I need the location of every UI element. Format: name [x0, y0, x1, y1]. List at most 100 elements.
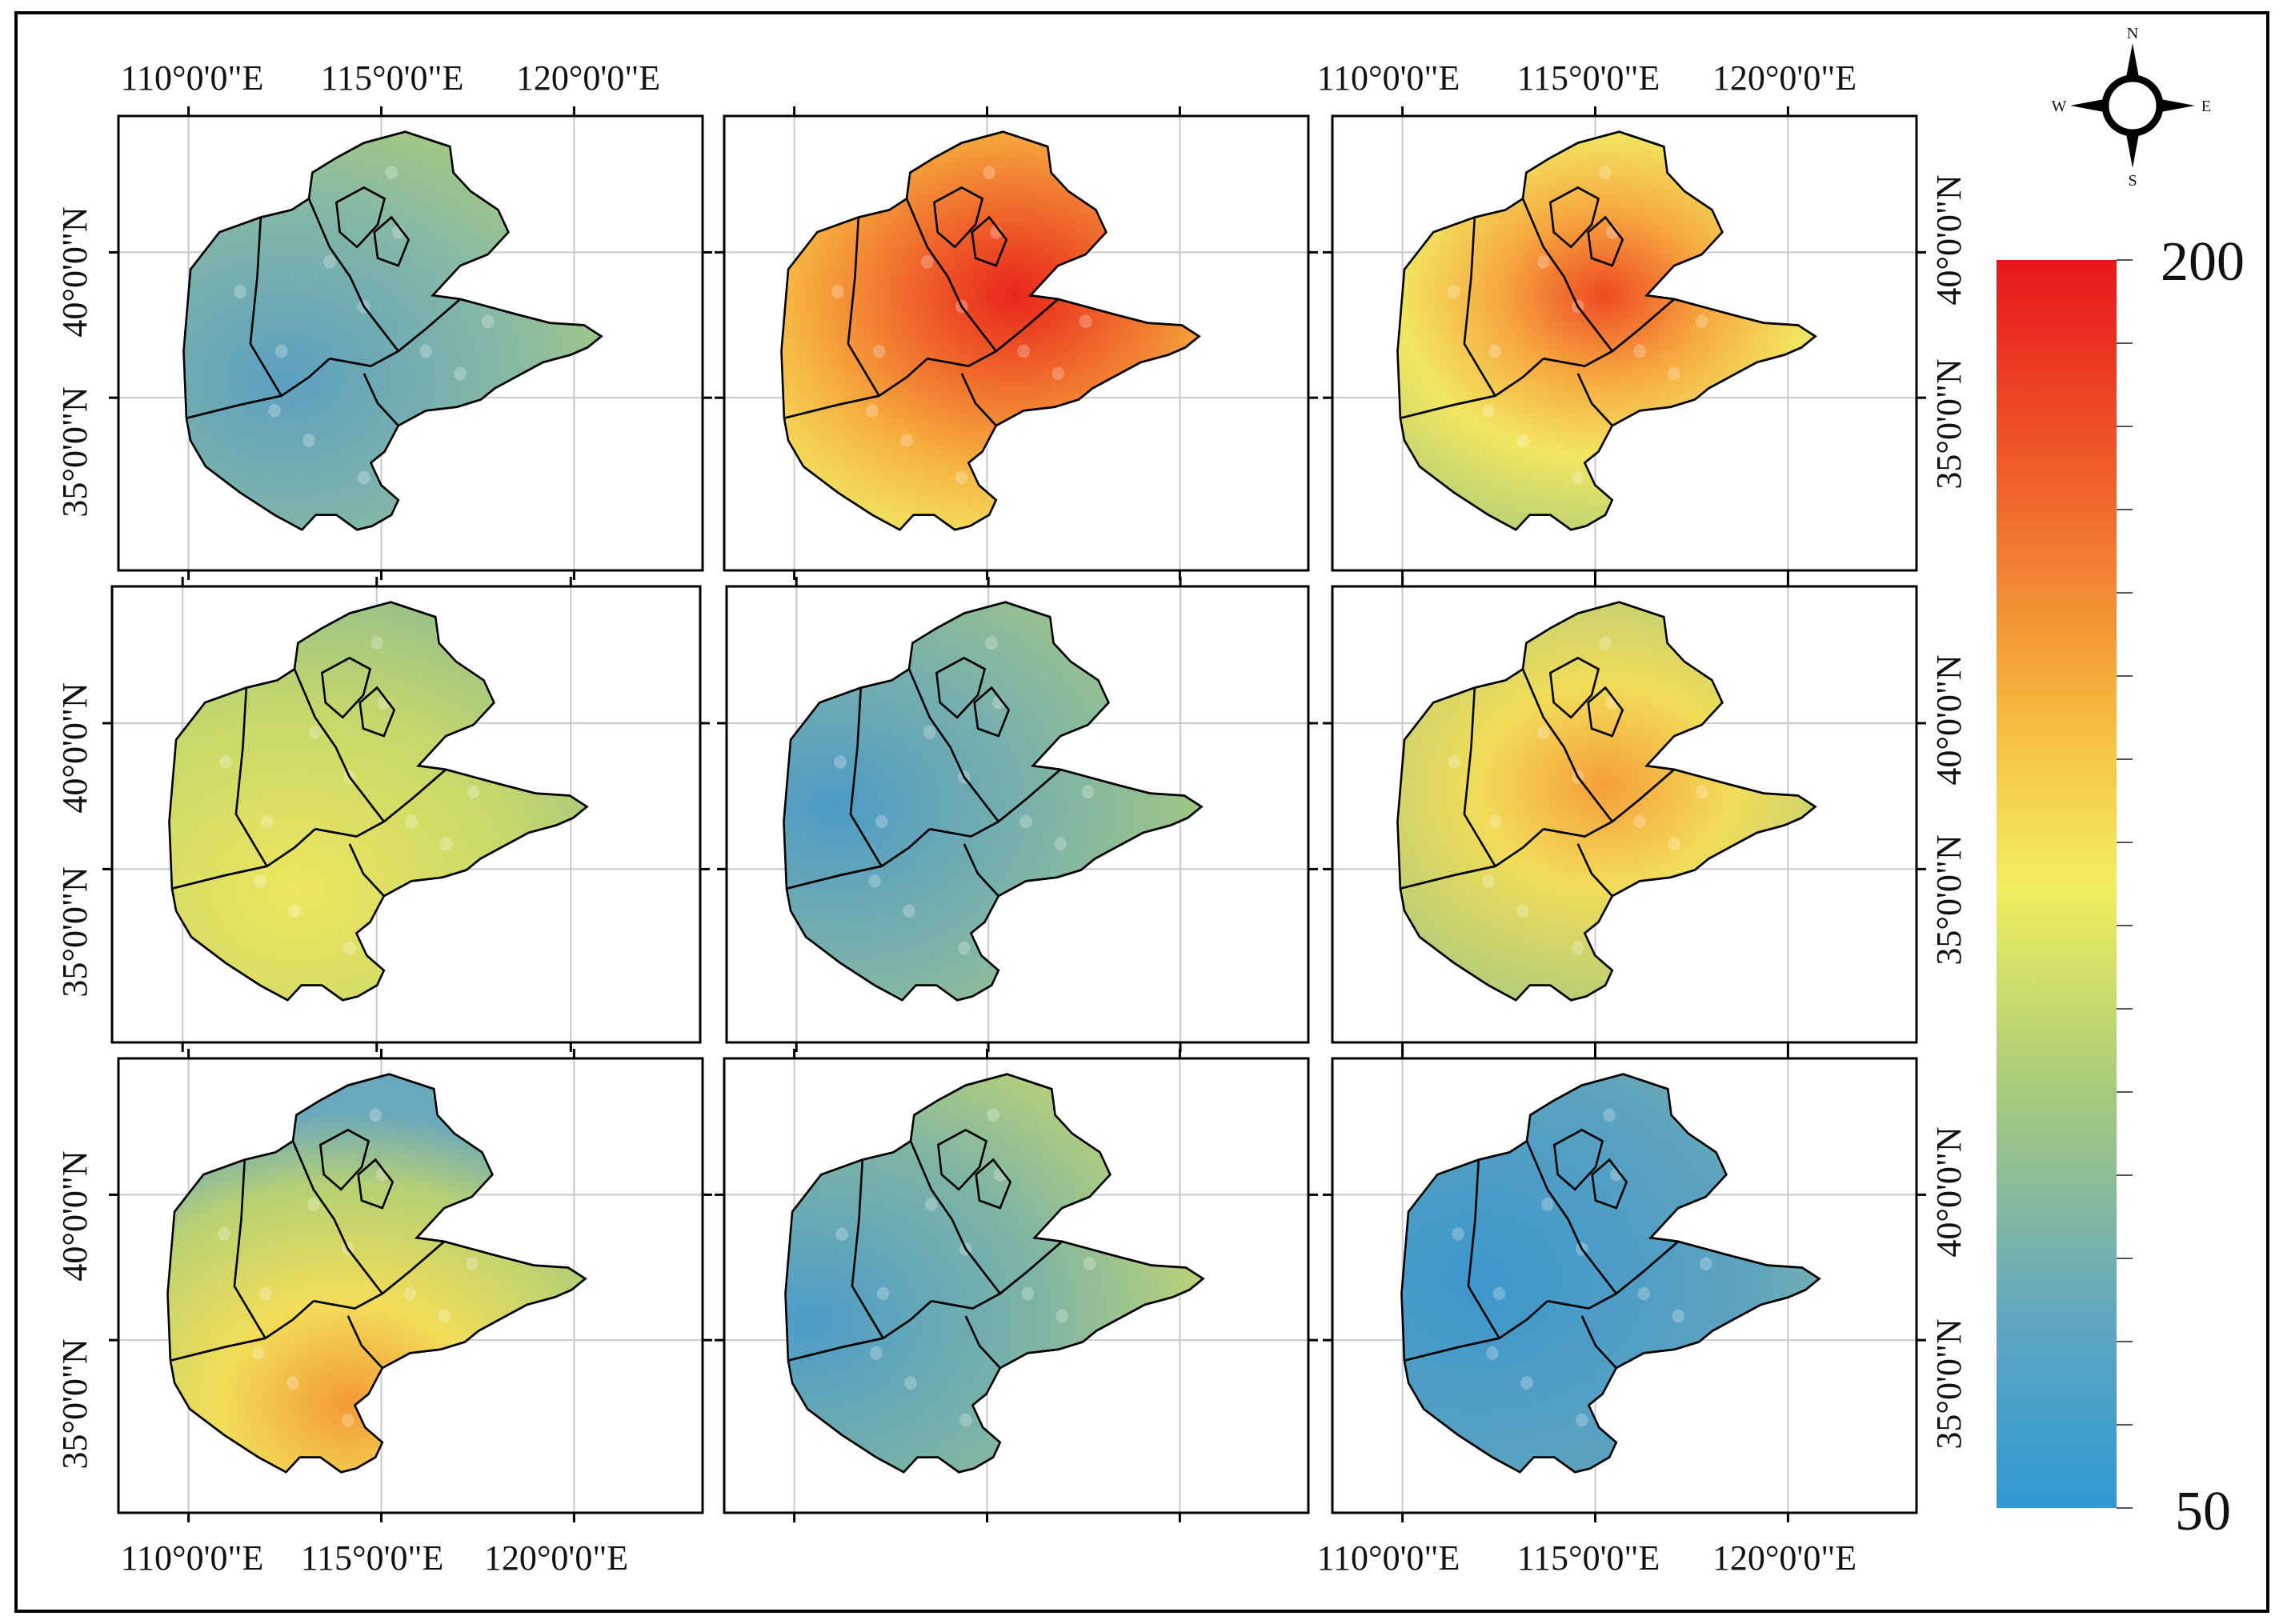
province-border	[171, 828, 316, 890]
station-point	[1482, 404, 1495, 418]
station-point	[268, 404, 281, 418]
province-border	[358, 686, 396, 738]
compass-north-point	[2125, 43, 2140, 82]
province-border	[851, 1159, 884, 1339]
station-point	[1488, 344, 1502, 358]
province-border	[1521, 198, 1613, 352]
station-point	[958, 941, 971, 955]
panel-frame	[725, 585, 1310, 1044]
station-point	[342, 1413, 354, 1427]
station-point	[465, 1257, 479, 1271]
station-point	[1572, 941, 1584, 955]
lon-label: 115°0'0"E	[301, 1538, 444, 1578]
legend-ticks	[2117, 259, 2133, 1509]
station-point	[1599, 636, 1612, 650]
station-point	[286, 1376, 299, 1390]
province-border	[1591, 1158, 1628, 1210]
province-border	[170, 1300, 314, 1362]
province-border	[373, 215, 411, 267]
station-point	[900, 434, 913, 447]
station-point	[1672, 1309, 1684, 1323]
panel-frame	[117, 114, 704, 572]
station-point	[252, 1346, 265, 1360]
compass-east-point	[2157, 98, 2195, 113]
axis-ticks	[715, 106, 1318, 580]
province-border	[1549, 186, 1600, 249]
station-point	[1668, 366, 1680, 381]
station-point	[260, 814, 274, 829]
station-point	[921, 255, 934, 269]
station-point	[1482, 874, 1495, 888]
lat-label: 40°0'0"N	[55, 1150, 94, 1281]
station-point	[987, 1108, 999, 1122]
station-point	[1448, 285, 1460, 298]
station-point	[1541, 1198, 1554, 1211]
station-point	[419, 344, 432, 358]
station-point	[1695, 314, 1708, 329]
province-border	[1547, 1240, 1680, 1310]
lat-label: 40°0'0"N	[55, 682, 94, 813]
map-panel	[1323, 106, 1926, 580]
station-point	[1019, 814, 1032, 829]
province-border	[319, 1128, 370, 1191]
station-point	[866, 404, 879, 418]
map-panel	[1323, 1049, 1926, 1522]
province-border	[905, 198, 997, 352]
lat-label: 40°0'0"N	[55, 206, 94, 337]
station-point	[1668, 837, 1680, 851]
top-lon-labels-right: 110°0'0"E 115°0'0"E 120°0'0"E	[1317, 58, 1857, 98]
top-lon-labels-left: 110°0'0"E 115°0'0"E 120°0'0"E	[121, 58, 661, 98]
lon-label: 120°0'0"E	[484, 1538, 628, 1578]
lat-label: 35°0'0"N	[55, 1338, 94, 1469]
province-border	[233, 1159, 266, 1339]
province-border	[1587, 686, 1624, 738]
station-point	[358, 470, 370, 485]
map-panel	[109, 106, 712, 580]
map-panel	[715, 106, 1318, 580]
station-point	[835, 1227, 848, 1241]
province-border	[321, 656, 372, 719]
color-legend: 200 50	[1997, 231, 2245, 1542]
lon-label: 110°0'0"E	[1317, 58, 1460, 98]
lat-label: 35°0'0"N	[1929, 1318, 1969, 1449]
station-point	[1695, 785, 1708, 799]
station-point	[1599, 166, 1612, 180]
lon-label: 120°0'0"E	[516, 58, 660, 98]
station-point	[288, 904, 301, 918]
lat-label: 35°0'0"N	[1929, 834, 1969, 965]
station-point	[925, 1198, 938, 1211]
station-point	[1537, 726, 1550, 739]
station-point	[876, 1286, 890, 1301]
station-point	[870, 1346, 883, 1360]
province-border	[249, 217, 282, 397]
compass-e-label: E	[2201, 98, 2211, 115]
station-point	[1448, 755, 1460, 769]
province-border	[907, 668, 999, 822]
lat-label: 35°0'0"N	[55, 386, 94, 517]
province-border	[293, 668, 385, 822]
map-panels	[102, 106, 1926, 1522]
province-border	[787, 1300, 932, 1362]
lat-label: 40°0'0"N	[1929, 174, 1969, 305]
outer-frame	[14, 11, 2269, 1613]
panel-frame	[1331, 114, 1918, 572]
province-border	[935, 656, 987, 719]
station-point	[872, 344, 886, 358]
station-point	[309, 726, 322, 739]
station-point	[307, 1198, 320, 1211]
station-point	[302, 434, 315, 447]
province-border	[1543, 298, 1676, 368]
compass-w-label: W	[2052, 98, 2067, 115]
legend-bar	[1997, 260, 2117, 1508]
lon-label: 110°0'0"E	[1317, 1538, 1460, 1578]
station-point	[385, 166, 398, 180]
province-border	[971, 215, 1008, 267]
lon-label: 115°0'0"E	[1517, 58, 1660, 98]
station-point	[258, 1286, 272, 1301]
station-point	[831, 285, 844, 298]
province-border	[335, 186, 387, 249]
station-point	[370, 636, 383, 650]
lon-label: 115°0'0"E	[1517, 1538, 1660, 1578]
province-border	[1400, 828, 1544, 890]
